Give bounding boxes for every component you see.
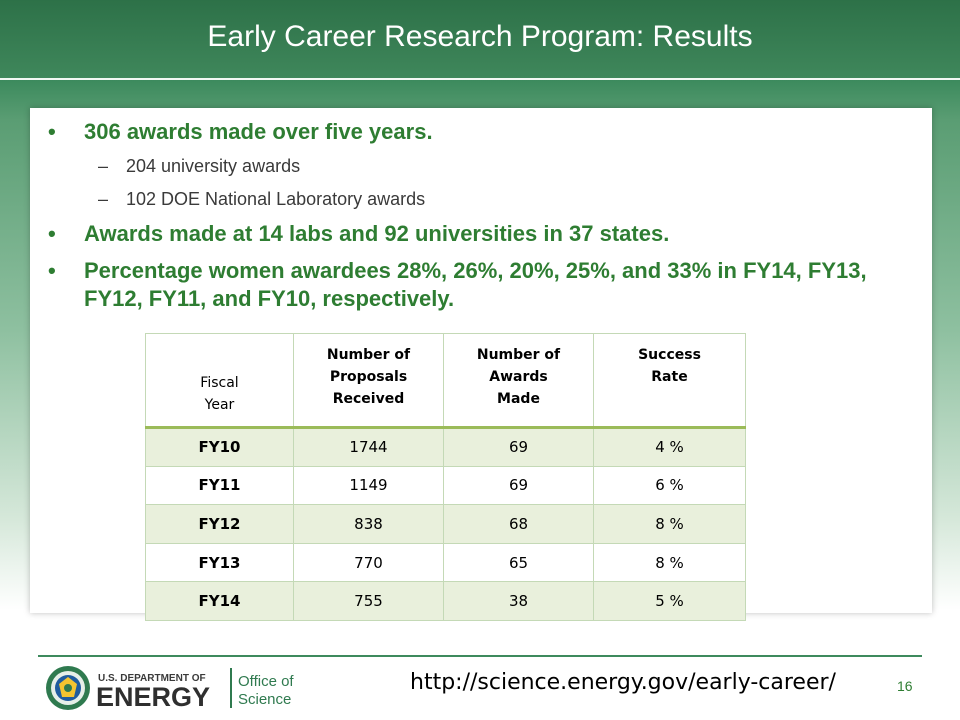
sub-bullet-text: 102 DOE National Laboratory awards	[126, 189, 426, 209]
slide-title: Early Career Research Program: Results	[207, 20, 753, 53]
cell-success-rate: 5 %	[593, 581, 746, 621]
header-awards-made: Number of Awards Made	[443, 333, 594, 429]
sub-bullet-university: – 204 university awards	[48, 155, 908, 177]
bullet-dot: •	[48, 258, 56, 283]
sub-bullet-lab: – 102 DOE National Laboratory awards	[48, 188, 908, 210]
cell-fiscal-year: FY14	[145, 581, 294, 621]
header-fiscal-year: Fiscal Year	[145, 333, 294, 429]
cell-awards: 65	[443, 542, 594, 583]
bullet-text: 306 awards made over five years.	[84, 119, 433, 144]
logo-office-line2: Science	[238, 691, 291, 708]
cell-proposals: 838	[293, 504, 444, 544]
cell-success-rate: 8 %	[593, 542, 746, 583]
table-row: FY12 838 68 8 %	[145, 504, 746, 544]
dash-marker: –	[98, 189, 109, 209]
cell-success-rate: 4 %	[593, 427, 746, 467]
table-row: FY11 1149 69 6 %	[145, 465, 746, 506]
cell-proposals: 1149	[293, 465, 444, 506]
header-proposals-received: Number of Proposals Received	[293, 333, 444, 429]
cell-proposals: 1744	[293, 427, 444, 467]
program-url[interactable]: http://science.energy.gov/early-career/	[410, 670, 836, 695]
logo-divider	[230, 668, 232, 708]
logo-line2: ENERGY	[96, 682, 210, 712]
logo-office-line1: Office of	[238, 673, 294, 690]
header-success-rate: Success Rate	[593, 333, 746, 429]
bullet-labs-universities: • Awards made at 14 labs and 92 universi…	[48, 220, 908, 248]
bullet-women-awardees: • Percentage women awardees 28%, 26%, 20…	[48, 257, 908, 313]
results-table: Fiscal Year Number of Proposals Received…	[145, 333, 746, 621]
page-number: 16	[897, 678, 913, 694]
bullet-awards: • 306 awards made over five years.	[48, 118, 908, 146]
bullet-text: Awards made at 14 labs and 92 universiti…	[84, 221, 670, 246]
bullet-dot: •	[48, 221, 56, 246]
bullet-text: Percentage women awardees 28%, 26%, 20%,…	[84, 258, 867, 311]
table-header-row: Fiscal Year Number of Proposals Received…	[145, 333, 746, 429]
doe-office-of-science-logo: U.S. DEPARTMENT OF ENERGY Office of Scie…	[46, 666, 294, 712]
bullet-list: • 306 awards made over five years. – 204…	[48, 118, 908, 313]
cell-awards: 69	[443, 465, 594, 506]
cell-fiscal-year: FY13	[145, 542, 294, 583]
cell-success-rate: 8 %	[593, 504, 746, 544]
table-row: FY13 770 65 8 %	[145, 542, 746, 583]
cell-awards: 38	[443, 581, 594, 621]
cell-proposals: 770	[293, 542, 444, 583]
cell-fiscal-year: FY11	[145, 465, 294, 506]
cell-proposals: 755	[293, 581, 444, 621]
logo-line1: U.S. DEPARTMENT OF	[98, 673, 206, 684]
cell-awards: 69	[443, 427, 594, 467]
footer-divider	[38, 655, 922, 657]
doe-seal-icon	[46, 666, 90, 710]
cell-awards: 68	[443, 504, 594, 544]
cell-success-rate: 6 %	[593, 465, 746, 506]
dash-marker: –	[98, 156, 109, 176]
title-bar: Early Career Research Program: Results	[0, 0, 960, 80]
table-row: FY14 755 38 5 %	[145, 581, 746, 621]
cell-fiscal-year: FY12	[145, 504, 294, 544]
sub-bullet-text: 204 university awards	[126, 156, 301, 176]
cell-fiscal-year: FY10	[145, 427, 294, 467]
table-row: FY10 1744 69 4 %	[145, 427, 746, 467]
bullet-dot: •	[48, 119, 56, 144]
